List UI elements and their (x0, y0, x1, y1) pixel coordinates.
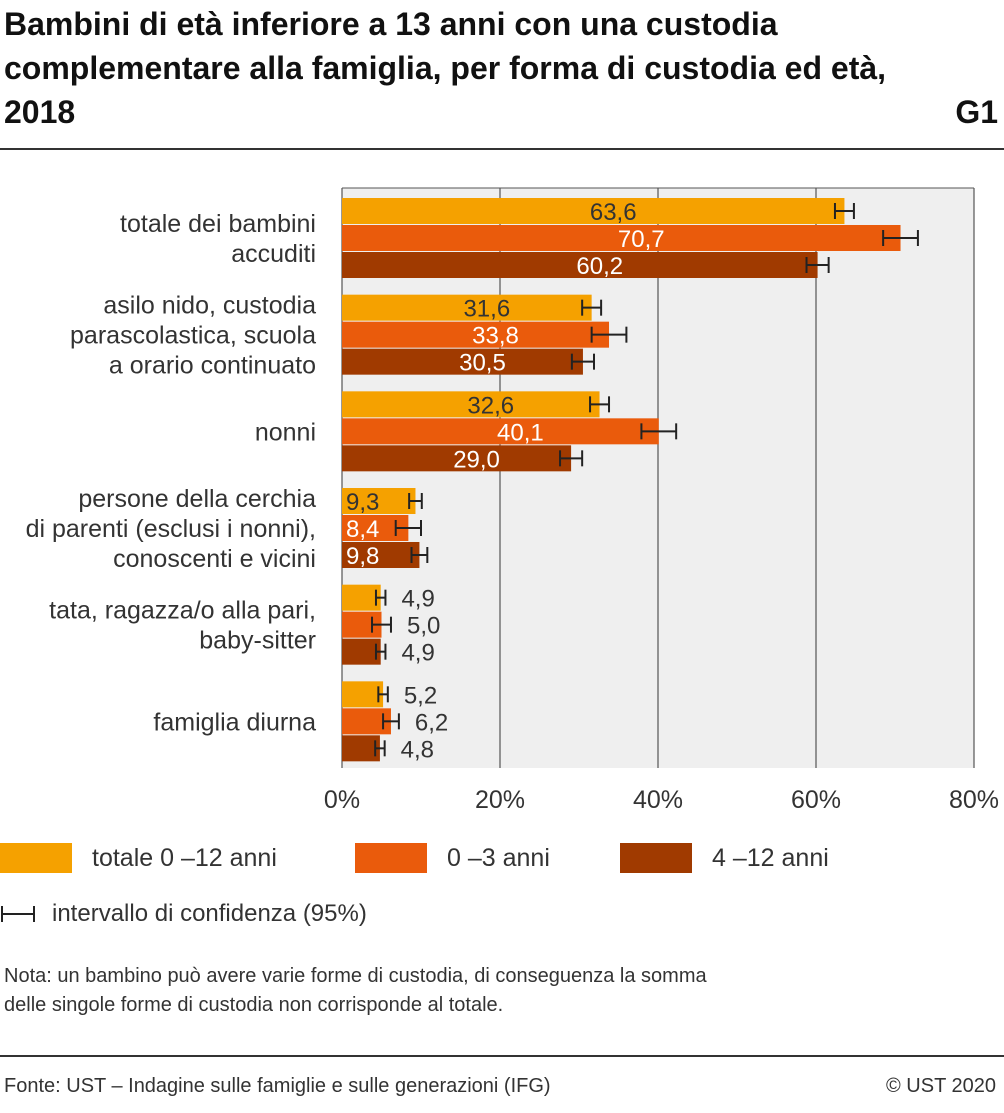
data-label: 9,8 (346, 543, 379, 570)
bar (342, 418, 659, 445)
copyright-text: © UST 2020 (886, 1075, 996, 1097)
bottom-rule (0, 1055, 1004, 1057)
x-tick-label: 60% (791, 786, 841, 814)
data-label: 5,2 (404, 682, 437, 709)
x-tick-label: 20% (475, 786, 525, 814)
data-label: 9,3 (346, 489, 379, 516)
source-text: Fonte: UST – Indagine sulle famiglie e s… (4, 1075, 551, 1097)
figure-id: G1 (955, 94, 998, 130)
bar (342, 735, 380, 762)
category-label: persone della cerchia di parenti (esclusi… (26, 485, 317, 573)
chart-note: Nota: un bambino può avere varie forme d… (4, 962, 904, 1020)
x-tick-label: 80% (949, 786, 999, 814)
note-line-2: delle singole forme di custodia non corr… (4, 994, 504, 1016)
legend-swatch-4-12 (620, 843, 692, 873)
data-label: 30,5 (459, 350, 506, 377)
x-tick-label: 40% (633, 786, 683, 814)
legend-swatch-totale (0, 843, 72, 873)
ci-legend-label: intervallo di confidenza (95%) (52, 900, 367, 927)
data-label: 6,2 (415, 709, 448, 736)
data-label: 4,9 (401, 586, 434, 613)
data-label: 4,9 (401, 640, 434, 667)
note-line-1: Nota: un bambino può avere varie forme d… (4, 965, 707, 987)
top-rule (0, 148, 1004, 150)
bar (342, 638, 381, 665)
bar (342, 321, 610, 348)
data-label: 29,0 (453, 446, 500, 473)
category-label: nonni (255, 418, 316, 446)
data-label: 63,6 (590, 199, 637, 226)
category-label: famiglia diurna (153, 708, 316, 736)
data-label: 8,4 (346, 516, 379, 543)
bar (342, 445, 572, 472)
legend-item-4-12: 4 –12 anni (620, 843, 829, 873)
bar (342, 294, 592, 321)
data-label: 40,1 (497, 419, 544, 446)
legend-label-4-12: 4 –12 anni (712, 843, 829, 872)
bar (342, 252, 818, 278)
data-label: 33,8 (472, 323, 519, 350)
category-label: tata, ragazza/o alla pari, baby-sitter (49, 597, 316, 655)
legend-confidence-interval: intervallo di confidenza (95%) (0, 900, 367, 928)
data-label: 5,0 (407, 613, 440, 640)
category-label: totale dei bambini accuditi (120, 210, 316, 268)
data-label: 60,2 (576, 253, 623, 280)
chart-title: Bambini di età inferiore a 13 anni con u… (4, 6, 887, 130)
legend-item-totale: totale 0 –12 anni (0, 843, 277, 873)
x-tick-label: 0% (324, 786, 360, 814)
bar (342, 542, 420, 568)
data-label: 70,7 (618, 226, 665, 253)
category-label: asilo nido, custodia parascolastica, scuo… (70, 292, 316, 380)
bar (342, 348, 583, 375)
bar (342, 488, 416, 514)
legend-item-0-3: 0 –3 anni (355, 843, 550, 873)
bar (342, 225, 901, 251)
legend-swatch-0-3 (355, 843, 427, 873)
data-label: 31,6 (463, 296, 510, 323)
error-bar-icon (1, 906, 35, 922)
legend-label-0-3: 0 –3 anni (447, 843, 550, 872)
bar (342, 681, 384, 708)
data-label: 32,6 (467, 392, 514, 419)
legend-label-totale: totale 0 –12 anni (92, 843, 277, 872)
bar (342, 198, 845, 224)
bar (342, 391, 600, 418)
data-label: 4,8 (401, 736, 434, 763)
bar-chart: 0% 20% 40% 60% 80% totale dei bambini accuditi… (26, 187, 999, 814)
bar (342, 584, 381, 611)
